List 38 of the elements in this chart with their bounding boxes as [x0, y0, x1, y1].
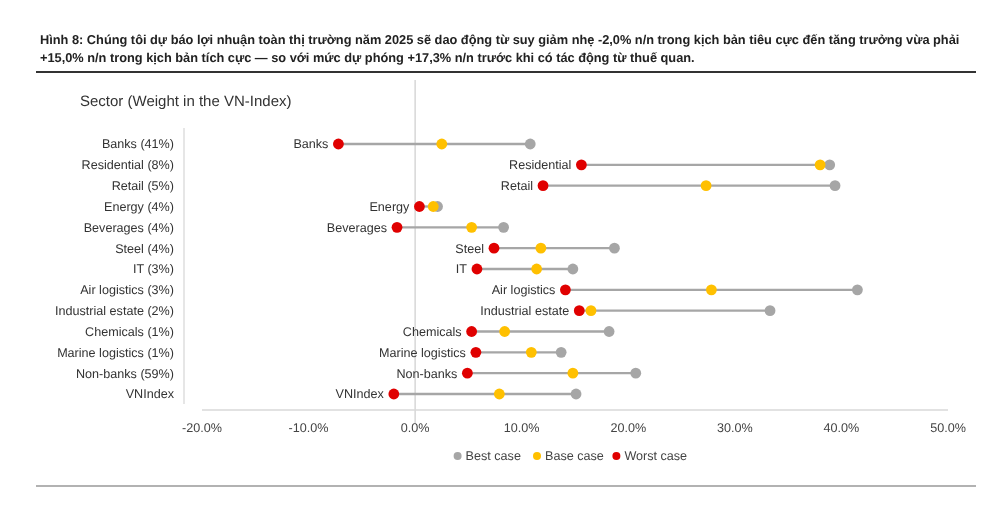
- point: [391, 221, 403, 233]
- point: [824, 159, 836, 171]
- point: [537, 180, 549, 192]
- point: [471, 263, 483, 275]
- point: [575, 159, 587, 171]
- point: [829, 180, 841, 192]
- point: [524, 138, 536, 150]
- point: [852, 284, 863, 296]
- point: [560, 284, 571, 296]
- point: [414, 201, 425, 212]
- point: [706, 284, 717, 296]
- point: [555, 346, 567, 358]
- point: [466, 221, 478, 233]
- point: [498, 221, 509, 233]
- point: [470, 346, 482, 358]
- point: [388, 388, 400, 400]
- point: [466, 326, 478, 337]
- point: [488, 242, 500, 254]
- point: [609, 242, 620, 254]
- point: [603, 326, 615, 337]
- point: [535, 242, 547, 254]
- point: [427, 201, 439, 212]
- point: [461, 367, 473, 379]
- point: [333, 138, 344, 150]
- point: [493, 388, 505, 400]
- point: [567, 263, 579, 275]
- point: [436, 138, 448, 150]
- point: [570, 388, 582, 400]
- point: [499, 326, 511, 337]
- point: [531, 263, 543, 275]
- point: [630, 367, 642, 379]
- point: [567, 367, 579, 379]
- point: [700, 180, 712, 192]
- point: [585, 305, 597, 317]
- point: [814, 159, 826, 171]
- point: [525, 346, 537, 358]
- point: [573, 305, 585, 317]
- point: [764, 305, 776, 317]
